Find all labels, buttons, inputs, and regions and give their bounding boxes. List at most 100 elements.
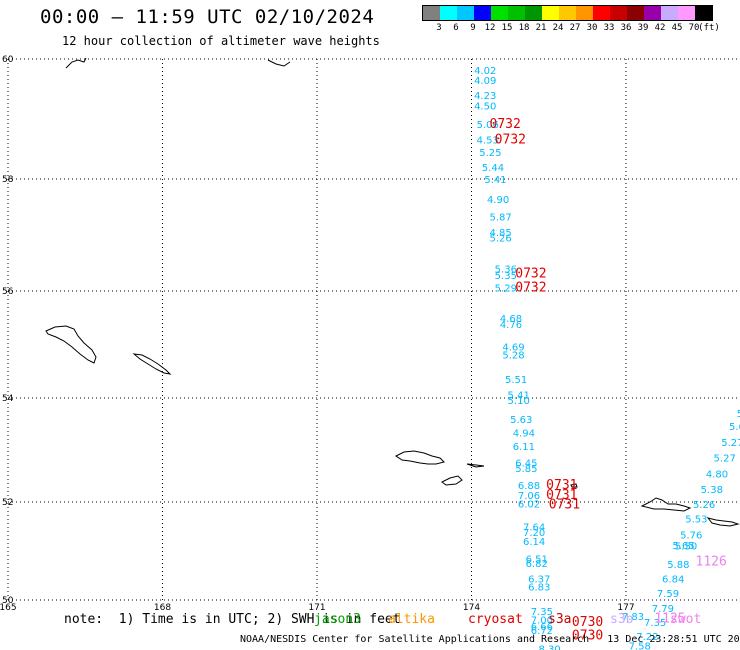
x-tick-label: 177 (617, 603, 634, 613)
legend-swatch (508, 6, 525, 20)
swh-value-label: 7.35 (531, 607, 553, 618)
swh-value-label: 5.25 (479, 148, 501, 159)
swh-value-label: 4.68 (500, 314, 522, 325)
satellite-label-cryosat: cryosat (468, 612, 523, 627)
swh-value-label: 5.35 (495, 271, 517, 282)
legend-tick-label: 3 (436, 23, 442, 33)
swh-value-label: 7.64 (523, 522, 545, 533)
pass-time-label: 0730 (572, 629, 603, 644)
satellite-label-swot: swot (670, 612, 702, 627)
legend-tick-label: (ft) (698, 23, 720, 33)
legend-tick-labels: 3 6 9 12 15 18 21 24 27 30 33 36 39 42 45 70 (ft) (422, 21, 720, 33)
swh-value-label: 7.79 (652, 604, 674, 615)
legend-swatch (491, 6, 508, 20)
legend-swatch (559, 6, 576, 20)
swh-value-label: 4.53 (477, 136, 499, 147)
swh-value-label: 6.51 (526, 554, 548, 565)
swh-value-label: 5.44 (482, 163, 504, 174)
swh-value-label: 6.66 (531, 622, 553, 633)
swh-value-label: 7.22 (636, 632, 658, 643)
swh-value-label: 6.11 (513, 442, 535, 453)
legend-tick-label: 30 (586, 23, 598, 33)
pass-time-label: 0731 (546, 488, 577, 503)
island-atka (706, 517, 740, 527)
coastline-mainland-fragment-2 (267, 59, 291, 67)
coastline-mainland-fragment (65, 57, 87, 69)
swh-value-label: 6.37 (528, 574, 550, 585)
swh-value-label: 5.87 (490, 212, 512, 223)
coastlines (45, 57, 740, 527)
swh-value-label: 4.69 (502, 342, 524, 353)
legend-swatch (661, 6, 678, 20)
pass-time-label: 0731 (549, 497, 580, 512)
swh-value-label: 5.27 (721, 438, 740, 449)
legend-tick-label: 9 (470, 23, 476, 33)
island-amchitka (441, 475, 463, 486)
swh-value-label: 7.83 (622, 612, 644, 623)
swh-value-label: 7.00 (531, 616, 553, 627)
x-tick-label: 171 (308, 603, 325, 613)
legend-tick-label: 18 (518, 23, 530, 33)
island-adak (640, 497, 692, 512)
legend-swatch (644, 6, 661, 20)
swh-value-label: 4.76 (500, 320, 522, 331)
swh-value-label: 6.45 (515, 459, 537, 470)
satellite-label-s3a: s3a (548, 612, 572, 627)
pass-time-label: 0730 (572, 615, 603, 630)
island-kiska (395, 450, 445, 465)
swh-value-label: 5.63 (510, 415, 532, 426)
legend-tick-label: 45 (671, 23, 683, 33)
chart-title: 00:00 – 11:59 UTC 02/10/2024 (40, 6, 375, 28)
color-legend: 3 6 9 12 15 18 21 24 27 30 33 36 39 42 45 70 (ft) (422, 5, 720, 33)
pass-time-label: 0732 (495, 133, 526, 148)
legend-tick-label: 24 (552, 23, 564, 33)
swh-value-label: 7.58 (629, 641, 651, 650)
swh-labels: 4.024.094.234.505.064.535.255.445.414.90… (474, 66, 740, 650)
legend-tick-label: 27 (569, 23, 581, 33)
swh-value-label: 6.82 (526, 559, 548, 570)
legend-swatch (474, 6, 491, 20)
swh-value-label: 5 (737, 409, 740, 420)
swh-value-label: 5.38 (701, 485, 723, 496)
swh-value-label: 5.50 (675, 542, 697, 553)
legend-swatch (576, 6, 593, 20)
swh-value-label: 7.06 (518, 491, 540, 502)
x-tick-label: 168 (154, 603, 171, 613)
swh-value-label: 5.76 (680, 530, 702, 541)
legend-swatch (610, 6, 627, 20)
swh-value-label: 5.26 (490, 234, 512, 245)
satellite-label-s3b: s3b (610, 612, 634, 627)
pass-time-label: 0732 (515, 281, 546, 296)
island-agattu (132, 353, 172, 375)
legend-swatch (440, 6, 457, 20)
y-tick-label: 50 (2, 596, 14, 606)
legend-swatch (542, 6, 559, 20)
chart-subtitle: 12 hour collection of altimeter wave hei… (62, 34, 380, 48)
legend-tick-label: 70 (688, 23, 700, 33)
swh-value-label: 7.20 (523, 528, 545, 539)
swh-value-label: 7.59 (657, 589, 679, 600)
swh-value-label: 5.27 (714, 453, 736, 464)
legend-swatch (593, 6, 610, 20)
swh-value-label: 5.10 (508, 396, 530, 407)
swh-value-label: 5.85 (515, 464, 537, 475)
swh-value-label: 5.53 (685, 515, 707, 526)
island-rat (466, 463, 485, 468)
swh-value-label: 4.94 (513, 428, 535, 439)
legend-tick-label: 33 (603, 23, 615, 33)
credit-line: NOAA/NESDIS Center for Satellite Applica… (240, 634, 740, 645)
swh-value-label: 6.88 (518, 481, 540, 492)
swh-value-label: 6.84 (662, 574, 684, 585)
swh-value-label: 5.88 (667, 560, 689, 571)
x-tick-label: 165 (0, 603, 17, 613)
swh-value-label: 5.41 (508, 391, 530, 402)
swh-value-label: 5.41 (484, 175, 506, 186)
island-attu-west (45, 325, 97, 364)
legend-swatch (678, 6, 695, 20)
legend-swatch (525, 6, 542, 20)
swh-value-label: 5.65 (672, 541, 694, 552)
footer-note: note: 1) Time is in UTC; 2) SWH is in fe… (64, 612, 401, 627)
legend-swatch (627, 6, 644, 20)
map-grid: 165168171174177605856545250 (0, 55, 740, 613)
swh-value-label: 4.85 (490, 228, 512, 239)
